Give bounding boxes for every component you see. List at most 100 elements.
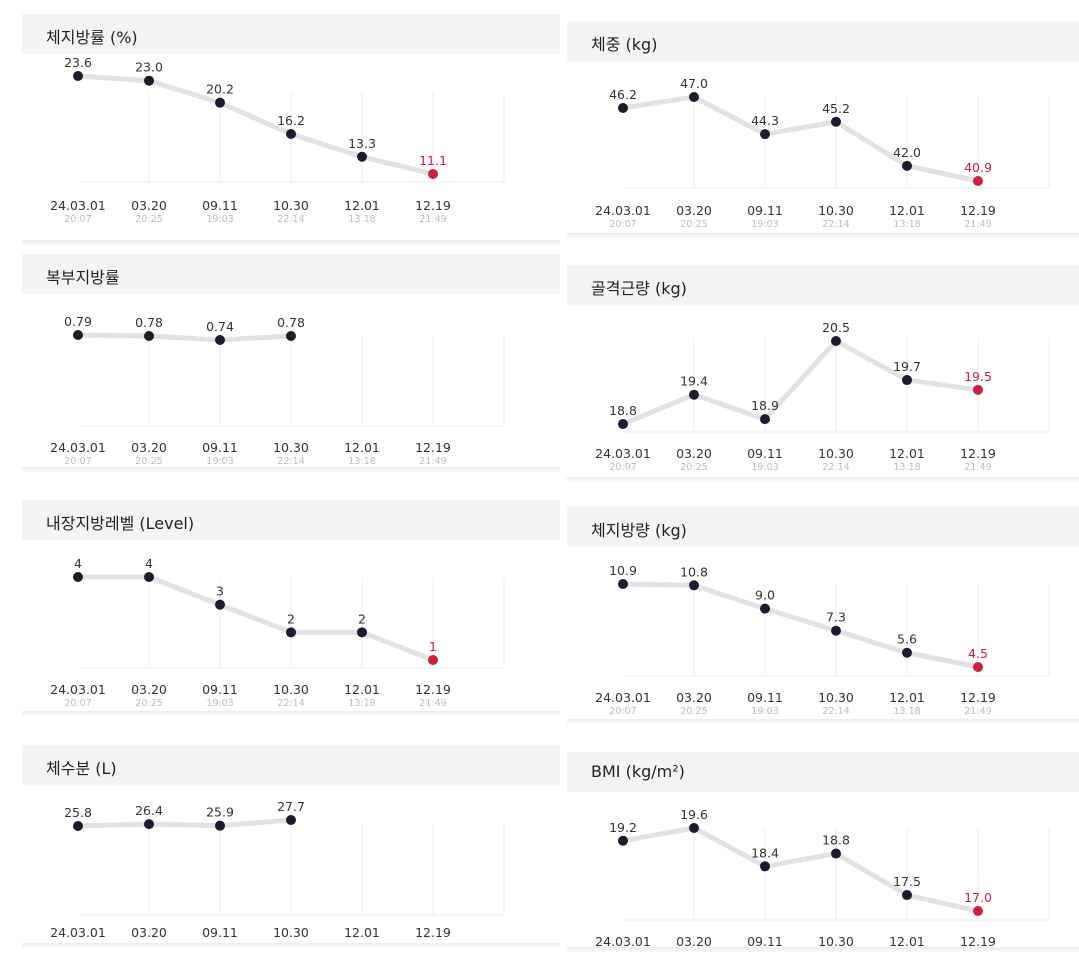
data-label: 26.4: [135, 803, 163, 818]
data-point: [144, 572, 154, 582]
x-tick-time: 20:07: [609, 706, 636, 717]
data-point: [689, 389, 699, 400]
x-tick-time: 20:25: [135, 214, 162, 225]
x-tick-time: 21:49: [964, 706, 991, 717]
series-line: [620, 581, 981, 670]
data-label: 18.9: [751, 398, 779, 413]
data-point: [618, 835, 628, 846]
data-label: 44.3: [751, 113, 779, 128]
x-tick-time: 21:49: [964, 219, 991, 230]
x-tick-label: 09.11: [747, 446, 783, 461]
data-point: [73, 330, 83, 340]
x-tick-time: 21:49: [964, 462, 991, 473]
data-label: 25.9: [206, 805, 234, 820]
x-tick-label: 03.20: [131, 682, 167, 697]
x-tick-label: 24.03.01: [595, 934, 651, 949]
data-label: 4: [145, 556, 153, 571]
chart-panel-visceral-fat: 내장지방레벨 (Level) 4 4 3 2 2 1 24.03.01 03.20 09.11 10…: [22, 500, 560, 726]
data-label: 19.6: [680, 807, 708, 822]
x-tick-time: 21:49: [419, 698, 446, 709]
line-chart: 0.79 0.78 0.74 0.78 24.03.01 03.20 09.11 10.30 1…: [50, 314, 505, 467]
series-line: [620, 825, 981, 914]
data-point: [902, 375, 912, 386]
x-tick-label: 03.20: [676, 934, 712, 949]
data-label: 19.7: [893, 359, 921, 374]
x-tick-time: 20:07: [609, 462, 636, 473]
x-tick-label: 12.01: [889, 203, 925, 218]
data-point: [831, 848, 841, 859]
x-tick-time: 19:03: [751, 706, 778, 717]
chart-panel-skeletal-muscle: 골격근량 (kg) 18.8 19.4 18.9 20.5 19.7 19.5 24.03.0…: [567, 265, 1079, 483]
series-line: [620, 338, 981, 427]
data-point: [973, 906, 983, 916]
data-point: [760, 129, 770, 140]
line-chart: 10.9 10.8 9.0 7.3 5.6 4.5 24.03.01 03.20 09.11 10…: [595, 563, 1050, 717]
x-tick-time: 22:14: [277, 698, 304, 709]
data-point: [73, 71, 83, 81]
x-tick-time: 13:18: [893, 706, 920, 717]
data-label: 13.3: [348, 136, 376, 151]
chart-panel-body-fat-mass: 체지방량 (kg) 10.9 10.8 9.0 7.3 5.6 4.5 24.03.01 03.…: [567, 507, 1079, 725]
panel-header: BMI (kg/m²): [567, 752, 1079, 792]
x-tick-time: 22:14: [277, 456, 304, 467]
line-chart: 25.8 26.4 25.9 27.7 24.03.01 03.20 09.11 10.30 1…: [50, 799, 505, 940]
x-tick-label: 09.11: [202, 925, 238, 940]
chart-title: 체지방량 (kg): [591, 521, 687, 540]
x-tick-time: 13:18: [348, 214, 375, 225]
line-chart: 23.6 23.0 20.2 16.2 13.3 11.1 24.03.01 03.20 09.…: [50, 55, 505, 225]
x-tick-time: 20:07: [64, 214, 91, 225]
data-label: 42.0: [893, 145, 921, 160]
x-tick-label: 24.03.01: [50, 440, 106, 455]
line-chart: 46.2 47.0 44.3 45.2 42.0 40.9 24.03.01 03.20 09.…: [595, 76, 1050, 230]
data-label: 10.9: [609, 563, 637, 578]
x-tick-label: 12.19: [415, 198, 451, 213]
chart-panel-abdominal-fat: 복부지방률 0.79 0.78 0.74 0.78 24.03.01 03.20 09.11 1…: [22, 254, 560, 480]
series-line: [75, 574, 436, 663]
line-chart: 19.2 19.6 18.4 18.8 17.5 17.0 24.03.01 03.20 09.…: [595, 807, 1050, 949]
data-point: [973, 662, 983, 672]
panel-header: 체수분 (L): [22, 745, 560, 785]
x-tick-label: 03.20: [676, 446, 712, 461]
x-tick-time: 20:07: [609, 219, 636, 230]
data-label: 40.9: [964, 160, 992, 175]
data-label: 10.8: [680, 564, 708, 579]
data-label: 3: [216, 584, 224, 599]
data-point: [144, 331, 154, 341]
data-label: 0.78: [277, 315, 305, 330]
x-tick-time: 19:03: [206, 456, 233, 467]
data-label: 18.8: [822, 833, 850, 848]
x-tick-label: 24.03.01: [50, 682, 106, 697]
data-point: [831, 336, 841, 346]
data-point: [428, 169, 438, 179]
panel-header: 체지방량 (kg): [567, 507, 1079, 547]
data-label: 11.1: [419, 153, 447, 168]
data-point: [689, 92, 699, 102]
data-label: 7.3: [826, 610, 846, 625]
chart-panel-weight: 체중 (kg) 46.2 47.0 44.3 45.2 42.0 40.9 24.03.01 0…: [567, 21, 1079, 239]
panel-header: 내장지방레벨 (Level): [22, 500, 560, 540]
chart-panel-bmi: BMI (kg/m²) 19.2 19.6 18.4 18.8 17.5 17.0 24.03…: [567, 752, 1079, 954]
data-label: 19.4: [680, 374, 708, 389]
x-tick-time: 21:49: [419, 214, 446, 225]
data-label: 19.5: [964, 369, 992, 384]
data-point: [286, 129, 296, 140]
panel-header: 골격근량 (kg): [567, 265, 1079, 305]
data-point: [760, 603, 770, 614]
x-tick-label: 12.19: [960, 934, 996, 949]
x-tick-label: 10.30: [818, 690, 854, 705]
chart-panel-body-fat-percent: 체지방률 (%) 23.6 23.0 20.2 16.2 13.3 11.1 24.03.01…: [22, 14, 560, 246]
panel-divider: [22, 467, 560, 473]
x-tick-label: 12.19: [415, 925, 451, 940]
x-tick-time: 20:25: [680, 219, 707, 230]
x-tick-label: 12.19: [415, 682, 451, 697]
data-point: [357, 151, 367, 162]
x-tick-label: 09.11: [747, 934, 783, 949]
data-point: [73, 572, 83, 582]
data-point: [357, 627, 367, 638]
data-label: 23.6: [64, 55, 92, 70]
chart-panel-body-water: 체수분 (L) 25.8 26.4 25.9 27.7 24.03.01 03.20 09.1…: [22, 745, 560, 954]
data-point: [286, 815, 296, 825]
data-point: [618, 103, 628, 114]
x-tick-label: 03.20: [676, 203, 712, 218]
